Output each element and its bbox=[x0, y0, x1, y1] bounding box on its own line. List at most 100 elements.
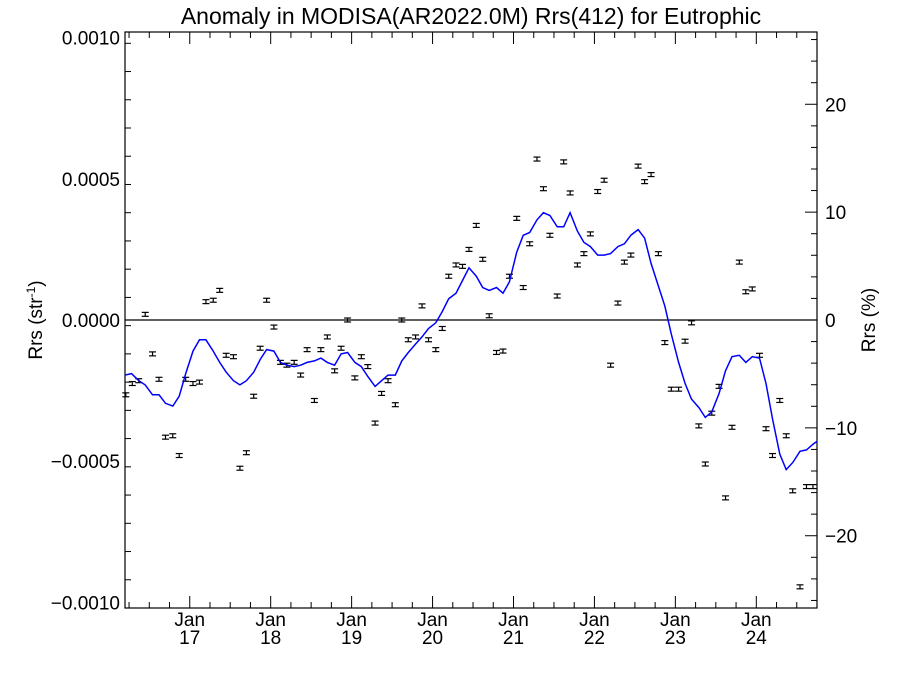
data-point bbox=[256, 345, 264, 351]
data-point bbox=[323, 334, 331, 340]
smoothed-anomaly-line bbox=[124, 210, 818, 471]
data-point bbox=[762, 426, 770, 432]
data-point bbox=[580, 251, 588, 257]
data-point bbox=[492, 349, 500, 356]
x-tick-label-year: 21 bbox=[503, 628, 524, 649]
data-point bbox=[303, 347, 311, 353]
data-point bbox=[539, 186, 547, 192]
data-point bbox=[425, 337, 433, 343]
data-point bbox=[479, 256, 487, 262]
data-point bbox=[661, 340, 669, 346]
data-point bbox=[229, 354, 237, 360]
data-point bbox=[722, 495, 730, 501]
data-point bbox=[149, 351, 157, 357]
x-tick-label-year: 19 bbox=[341, 628, 362, 649]
data-point bbox=[756, 352, 764, 358]
data-point bbox=[242, 450, 250, 456]
y-right-tick-label: −20 bbox=[825, 527, 857, 548]
data-point bbox=[681, 338, 689, 344]
x-tick-label-month: Jan bbox=[174, 610, 205, 631]
data-point bbox=[364, 364, 372, 370]
data-point bbox=[728, 424, 736, 430]
x-tick-label-year: 24 bbox=[746, 628, 768, 649]
data-point bbox=[533, 156, 541, 162]
data-point bbox=[418, 303, 426, 309]
data-point bbox=[189, 380, 197, 387]
x-tick-label-month: Jan bbox=[579, 610, 610, 631]
x-tick-label-month: Jan bbox=[336, 610, 367, 631]
data-point bbox=[600, 177, 608, 183]
data-point bbox=[404, 337, 412, 343]
data-point bbox=[573, 262, 581, 268]
data-point bbox=[796, 584, 804, 590]
y-axis-left: 0.0010 0.0005 0.0000 −0.0005 −0.0010 bbox=[51, 29, 131, 614]
data-point bbox=[337, 345, 345, 351]
data-point bbox=[688, 320, 696, 326]
data-point bbox=[155, 376, 163, 382]
data-point bbox=[695, 423, 703, 429]
data-point bbox=[465, 246, 473, 252]
data-point bbox=[594, 188, 602, 195]
data-point bbox=[391, 402, 399, 408]
x-tick-label-month: Jan bbox=[660, 610, 691, 631]
data-point bbox=[161, 434, 169, 440]
data-point bbox=[627, 252, 635, 258]
data-point bbox=[331, 368, 339, 374]
y-axis-right-label: Rrs (%) bbox=[859, 288, 880, 352]
data-point bbox=[701, 461, 709, 467]
data-point bbox=[412, 334, 420, 340]
data-point bbox=[742, 289, 750, 295]
y-left-tick-label: 0.0005 bbox=[62, 170, 120, 191]
data-point bbox=[445, 273, 453, 279]
data-point bbox=[310, 397, 318, 404]
y-left-tick-label: −0.0010 bbox=[51, 593, 120, 614]
y-right-tick-label: 0 bbox=[825, 311, 836, 332]
y-right-tick-label: 20 bbox=[825, 95, 846, 116]
data-point bbox=[317, 347, 325, 353]
data-point bbox=[344, 317, 352, 323]
data-point bbox=[641, 179, 649, 185]
y-right-tick-label: 10 bbox=[825, 203, 846, 224]
y-left-tick-label: 0.0010 bbox=[62, 29, 120, 50]
data-point bbox=[459, 263, 467, 269]
data-point bbox=[209, 297, 217, 303]
data-point bbox=[384, 378, 392, 384]
chart-title: Anomaly in MODISA(AR2022.0M) Rrs(412) fo… bbox=[181, 3, 761, 29]
data-point bbox=[809, 484, 817, 490]
data-point bbox=[357, 354, 365, 360]
x-tick-label-month: Jan bbox=[255, 610, 286, 631]
data-point bbox=[195, 379, 203, 385]
data-point bbox=[654, 251, 662, 257]
x-tick-label-year: 18 bbox=[260, 628, 281, 649]
data-point bbox=[378, 390, 386, 396]
errorbar-series bbox=[122, 156, 817, 590]
data-point bbox=[735, 259, 743, 265]
data-point bbox=[128, 380, 136, 387]
x-tick-label-year: 20 bbox=[422, 628, 443, 649]
data-point bbox=[236, 465, 244, 471]
data-point bbox=[647, 172, 655, 178]
x-tick-label-month: Jan bbox=[498, 610, 529, 631]
data-point bbox=[560, 159, 568, 165]
data-point bbox=[398, 317, 406, 323]
data-point bbox=[438, 325, 446, 332]
data-point bbox=[472, 222, 480, 228]
data-point bbox=[586, 231, 594, 237]
x-tick-label-month: Jan bbox=[417, 610, 448, 631]
data-point bbox=[432, 347, 440, 353]
data-point bbox=[499, 348, 507, 354]
x-tick-label-year: 22 bbox=[584, 628, 605, 649]
x-tick-label-month: Jan bbox=[741, 610, 772, 631]
y-axis-left-label-main: Rrs (str bbox=[26, 297, 47, 360]
data-point bbox=[620, 259, 628, 265]
data-point bbox=[141, 311, 149, 317]
data-point bbox=[614, 300, 622, 306]
data-point bbox=[634, 163, 642, 169]
data-point bbox=[250, 393, 258, 399]
y-axis-left-label: Rrs (str-1) bbox=[24, 280, 47, 359]
data-point bbox=[768, 452, 776, 459]
data-point bbox=[202, 299, 210, 305]
y-axis-left-label-sup: -1 bbox=[24, 286, 38, 297]
y-left-tick-label: −0.0005 bbox=[51, 452, 120, 473]
